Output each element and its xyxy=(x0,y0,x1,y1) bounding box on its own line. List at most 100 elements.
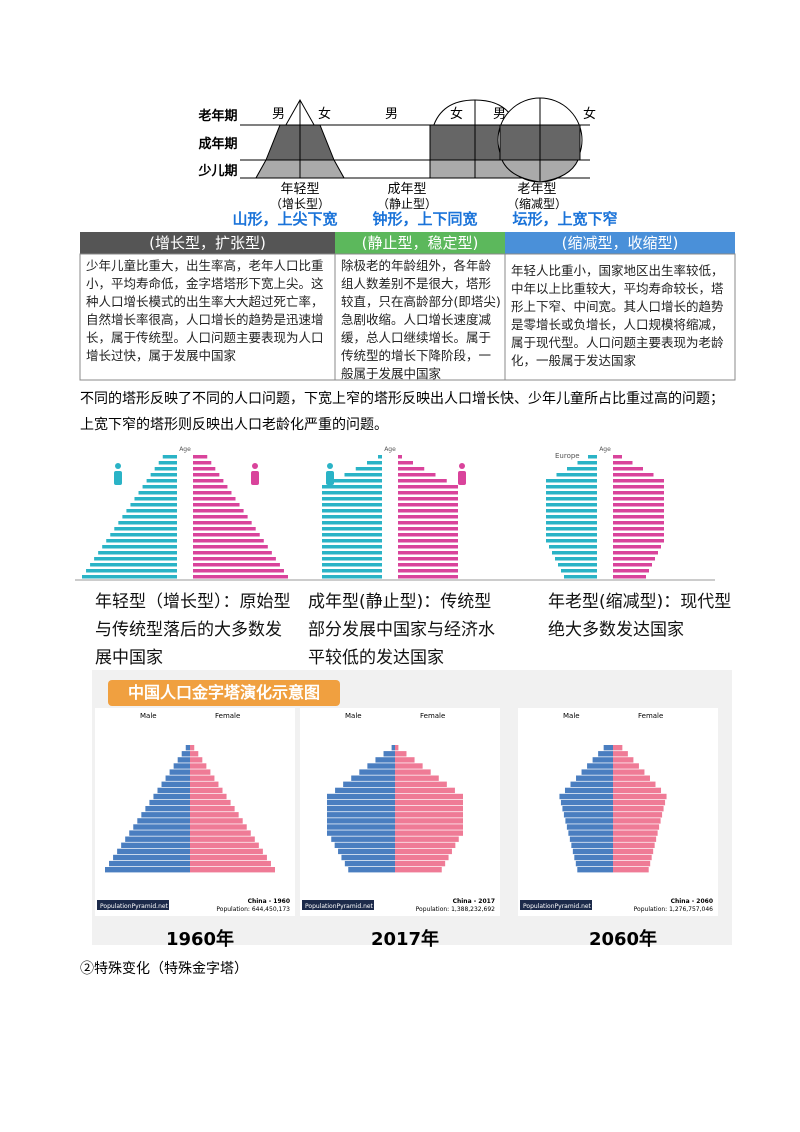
pyramid-bar xyxy=(577,867,613,873)
pyramid-bar xyxy=(193,533,260,537)
pyramid-bar xyxy=(565,818,613,824)
female-label: Female xyxy=(638,712,663,720)
male-label: Male xyxy=(563,712,580,720)
pyramid-bar xyxy=(193,515,248,519)
pyramid-bar xyxy=(613,569,649,573)
pyramid-bar xyxy=(322,557,382,561)
pyramid-bar xyxy=(395,763,423,769)
pyramid-bar xyxy=(193,539,264,543)
pyramid-bar xyxy=(193,557,276,561)
pyramid-bar xyxy=(613,848,654,855)
pyramid-bar xyxy=(587,763,613,769)
source-bg xyxy=(302,900,374,910)
pyramid-bar xyxy=(190,854,267,861)
pyramid-bar xyxy=(613,745,623,751)
pyramid-bar xyxy=(193,455,208,459)
pyramid-bar xyxy=(395,806,463,812)
pyramid-bar xyxy=(395,854,449,861)
pyramid-bar xyxy=(395,793,463,800)
pyramid-bar xyxy=(322,497,382,501)
pyramid-bar xyxy=(395,818,463,824)
pyramid-bar xyxy=(359,769,395,775)
age-axis-label: Age xyxy=(599,446,611,453)
pyramid-bar xyxy=(327,812,395,818)
pyramid-bar xyxy=(146,479,177,483)
pyramid-bar xyxy=(333,479,382,483)
pyramid-bar xyxy=(327,824,395,830)
pyramid-bar xyxy=(137,818,190,824)
pyramid-bar xyxy=(134,497,177,501)
pyramid-bar xyxy=(193,473,220,477)
shape-desc: 坛形，上宽下窄 xyxy=(512,210,617,228)
pyramid-bar xyxy=(395,867,442,873)
table-header: (增长型，扩张型) xyxy=(149,234,266,252)
pyramid-bar xyxy=(341,854,395,861)
pyramid-bar xyxy=(398,563,458,567)
pyramid-bar xyxy=(157,787,190,794)
source: PopulationPyramid.net xyxy=(523,903,592,910)
pyramid-bar xyxy=(190,842,259,848)
pyramid-bar xyxy=(113,854,190,861)
pyramid-bar xyxy=(190,769,211,775)
pyramid-bar xyxy=(546,503,597,507)
pyramid-bar xyxy=(322,515,382,519)
pyramid-bar xyxy=(190,860,271,867)
pyramid-bar xyxy=(395,860,446,867)
pyramid-bar xyxy=(613,467,643,471)
pyramid-bar xyxy=(322,509,382,513)
pyramid-bar xyxy=(343,781,395,787)
pyramid-bar xyxy=(130,503,177,507)
pyramid-bar xyxy=(546,479,597,483)
pyramid-bar xyxy=(190,751,199,757)
pyramid-bar xyxy=(190,824,247,830)
pyramid-bar xyxy=(567,467,597,471)
pyramid-bar xyxy=(398,521,458,525)
pyramid-bar xyxy=(613,860,651,867)
pyramid-bar xyxy=(546,509,597,513)
pyramid-bar xyxy=(190,848,263,855)
pyramid-bar xyxy=(158,461,177,465)
pyramid-bar xyxy=(558,563,597,567)
pyramid-bar xyxy=(193,509,244,513)
pyramid-bar xyxy=(552,551,597,555)
pyramid-bar xyxy=(613,473,654,477)
pyramid-bar xyxy=(395,836,459,842)
pyramid-bar xyxy=(117,848,190,855)
year: 2017年 xyxy=(371,928,439,950)
pyramid-bar xyxy=(395,830,463,836)
pyramid-bar xyxy=(94,557,177,561)
pyramid-bar xyxy=(138,491,177,495)
pyramid-bar xyxy=(367,461,382,465)
pyramid-bar xyxy=(190,763,207,769)
pyramid-bar xyxy=(375,757,395,763)
pyramid-bar xyxy=(190,787,223,794)
pyramid-bar xyxy=(126,509,177,513)
pyramid-bar xyxy=(398,479,447,483)
person-icon xyxy=(115,463,121,469)
age-label: 少儿期 xyxy=(197,163,237,179)
source-bg xyxy=(520,900,592,910)
table-cell: 少年儿童比重大，出生率高，老年人口比重小，平均寿命低，金字塔塔形下宽上尖。这种人… xyxy=(86,258,324,363)
pyramid-bar xyxy=(569,836,613,842)
pyramid-bar xyxy=(142,485,177,489)
pyramid-bar xyxy=(193,521,252,525)
pyramid-bar xyxy=(398,575,458,579)
age-axis-label: Age xyxy=(179,446,191,453)
paragraph: 不同的塔形反映了不同的人口问题，下宽上窄的塔形反映出人口增长快、少年儿童所占比重… xyxy=(80,391,724,433)
year: 1960年 xyxy=(166,928,234,950)
pyramid-bar xyxy=(395,848,452,855)
pyramid-bar xyxy=(102,545,177,549)
pyramid-bar xyxy=(546,491,597,495)
pyramid-bar xyxy=(398,527,458,531)
pyramid-bar xyxy=(613,818,661,824)
type-name: 年轻型 xyxy=(280,182,319,197)
pyramid-bar xyxy=(398,551,458,555)
pyramid-bar xyxy=(395,769,431,775)
type-sub: （缩减型） xyxy=(507,196,567,211)
pyramid-bar xyxy=(106,539,177,543)
age-label: 老年期 xyxy=(197,108,237,124)
pyramid-bar xyxy=(395,824,463,830)
pyramid-bar xyxy=(331,836,395,842)
panel-bg xyxy=(95,708,295,916)
pyramid-bar xyxy=(322,551,382,555)
